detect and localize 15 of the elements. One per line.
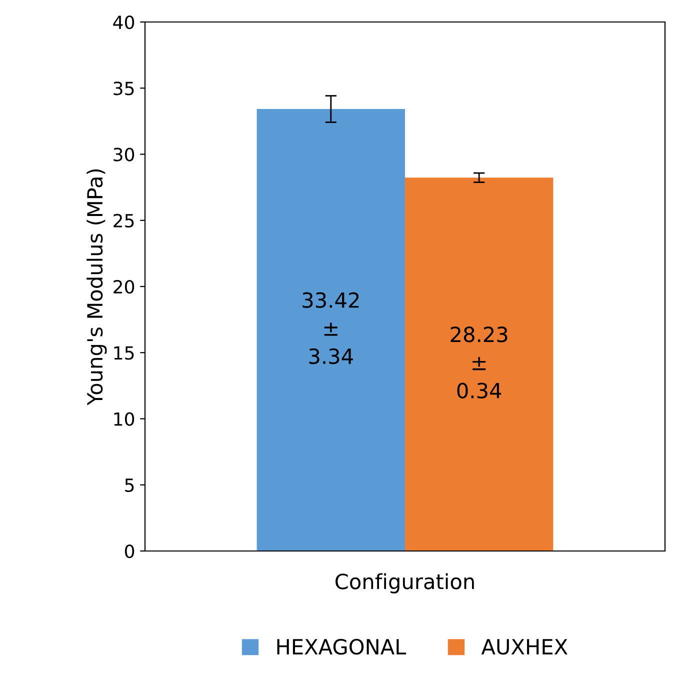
y-tick-label: 5 — [125, 478, 134, 492]
y-tick-label: 35 — [114, 82, 134, 96]
y-tick-label: 30 — [114, 148, 134, 162]
y-tick-label: 0 — [124, 544, 134, 558]
y-tick-label: 40 — [113, 15, 134, 30]
y-tick-label: 10 — [114, 412, 134, 426]
legend-label: AUXHEX — [481, 639, 568, 655]
y-axis-title: Young's Modulus (MPa) — [86, 169, 107, 406]
y-tick-label: 25 — [114, 214, 134, 228]
y-tick-label: 20 — [114, 280, 134, 294]
data-label: 28.23 ± 0.34 — [450, 326, 508, 398]
legend-label: HEXAGONAL — [277, 638, 406, 655]
data-label: 33.42 ± 3.34 — [302, 292, 359, 364]
x-axis-title: Configuration — [336, 573, 474, 594]
y-tick-label: 15 — [114, 346, 134, 360]
